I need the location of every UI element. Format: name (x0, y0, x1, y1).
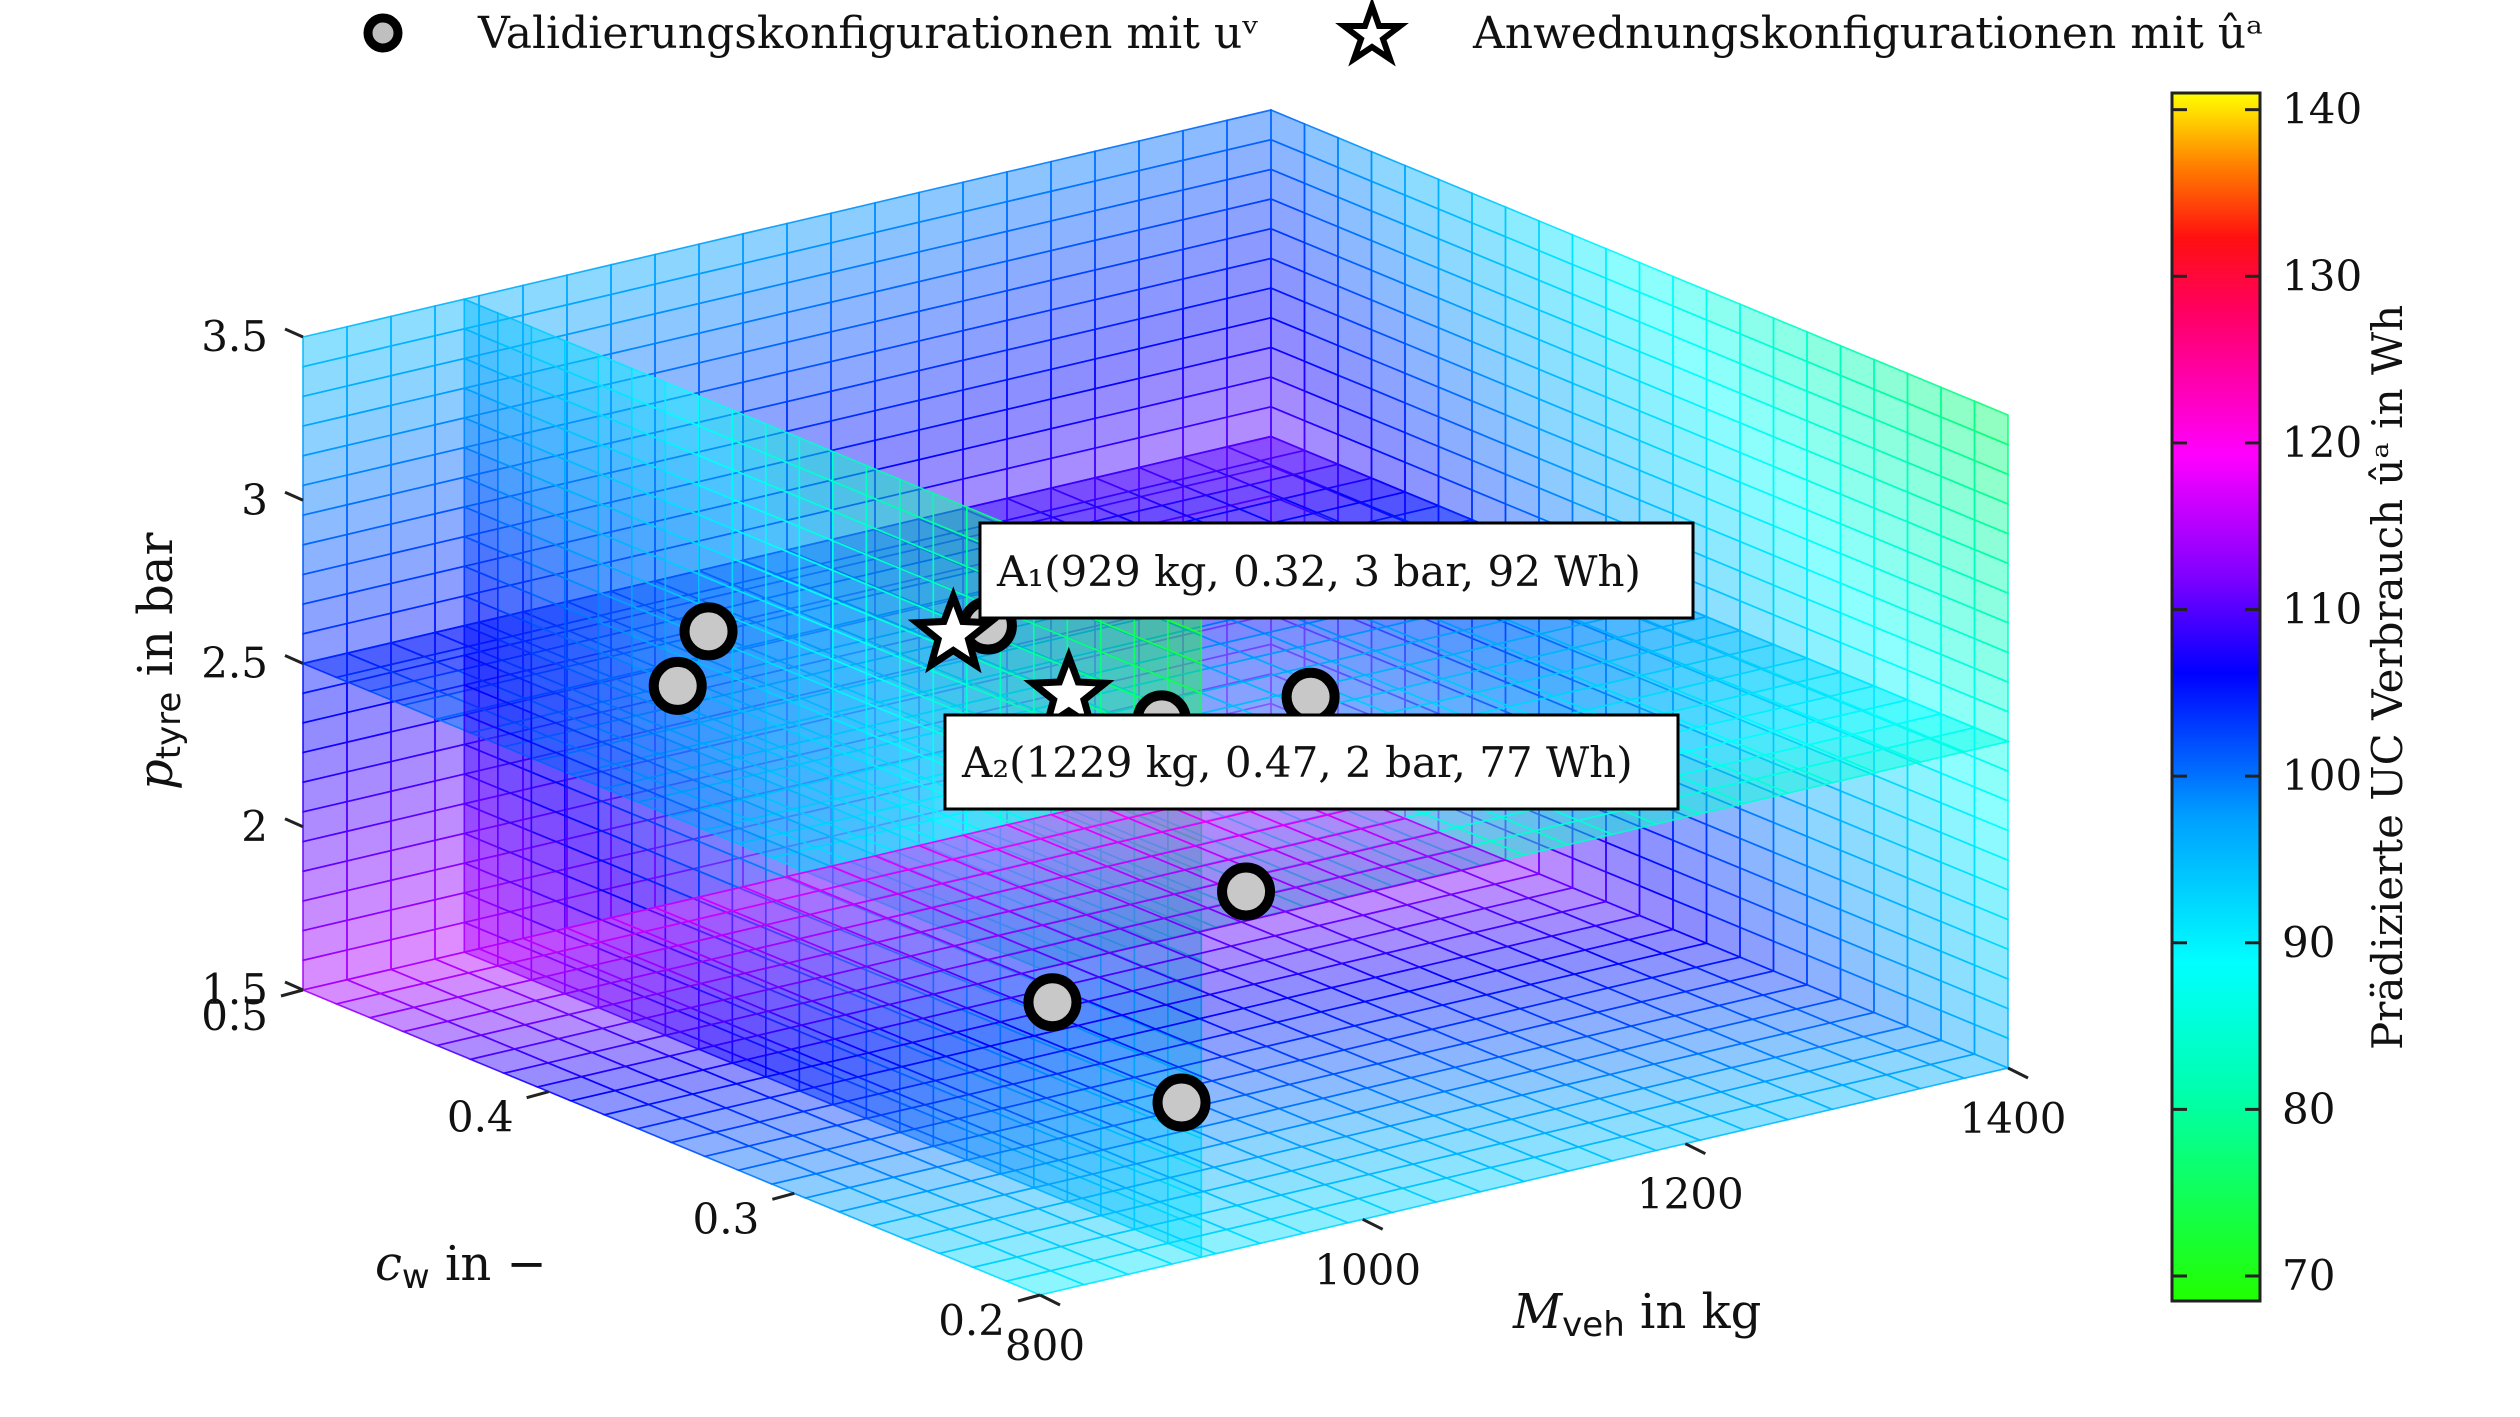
legend-star-marker (1335, 0, 1409, 67)
legend-entry-application: Anwednungskonfigurationen mit ûᵃ (1472, 8, 2263, 59)
z-axis-label: ptyre in bar (128, 533, 189, 790)
x-tick-mark (1361, 1217, 1384, 1231)
colorbar-tick-label: 140 (2282, 85, 2362, 134)
z-tick-label: 2.5 (201, 639, 268, 688)
y-tick-mark (771, 1191, 795, 1201)
x-tick-label: 800 (1005, 1321, 1085, 1370)
x-tick-label: 1000 (1314, 1245, 1421, 1294)
slice-cell (1270, 108, 1306, 155)
z-tick-label: 3 (241, 475, 268, 524)
y-tick-label: 0.2 (938, 1296, 1005, 1345)
colorbar: 70 80 90 100 110 120 130 140 Prädizierte UC Ver… (2170, 85, 2412, 1303)
validation-point (1023, 973, 1082, 1032)
colorbar-tick-label: 130 (2282, 251, 2362, 300)
x-tick-mark (1684, 1142, 1707, 1156)
validation-point (648, 656, 707, 715)
x-tick-label: 1200 (1637, 1170, 1744, 1219)
colorbar-gradient (2170, 91, 2262, 1303)
z-tick-label: 2 (241, 802, 268, 851)
z-tick-mark (284, 817, 304, 829)
z-tick-mark (284, 327, 304, 339)
y-axis-label: cw in − (375, 1236, 547, 1297)
z-tick-mark (284, 654, 304, 665)
colorbar-tick-label: 110 (2282, 585, 2362, 634)
annotation-a1-text: A₁(929 kg, 0.32, 3 bar, 92 Wh) (996, 547, 1641, 596)
y-tick-label: 0.3 (693, 1194, 760, 1243)
colorbar-tick-label: 70 (2282, 1251, 2335, 1300)
y-tick-mark (1017, 1293, 1041, 1303)
y-tick-mark (280, 988, 304, 998)
x-tick-mark (2007, 1066, 2029, 1080)
annotation-a2-text: A₂(1229 kg, 0.47, 2 bar, 77 Wh) (961, 738, 1633, 787)
legend-entry-validation: Validierungskonfigurationen mit uᵛ (477, 8, 1259, 59)
y-tick-mark (526, 1090, 550, 1100)
colorbar-tick-label: 90 (2282, 918, 2335, 967)
validation-point (679, 602, 738, 661)
colorbar-label: Prädizierte UC Verbrauch ûᵃ in Wh (2363, 305, 2412, 1050)
z-tick-label: 1.5 (201, 965, 268, 1014)
colorbar-tick-label: 120 (2282, 418, 2362, 467)
annotation-a1: A₁(929 kg, 0.32, 3 bar, 92 Wh) (978, 521, 1695, 620)
validation-point (1217, 862, 1276, 921)
legend-circle-marker (363, 13, 403, 53)
colorbar-tick-label: 100 (2282, 751, 2362, 800)
validation-point (1152, 1073, 1211, 1132)
x-tick-label: 1400 (1960, 1094, 2067, 1143)
z-tick-mark (284, 980, 304, 992)
y-tick-label: 0.4 (447, 1093, 514, 1142)
x-tick-mark (1039, 1293, 1061, 1307)
z-tick-mark (284, 490, 304, 502)
colorbar-tick-label: 80 (2282, 1084, 2335, 1133)
x-axis-label: Mveh in kg (1512, 1284, 1761, 1345)
annotation-a2: A₂(1229 kg, 0.47, 2 bar, 77 Wh) (943, 713, 1680, 811)
z-tick-label: 3.5 (201, 312, 268, 361)
legend: Validierungskonfigurationen mit uᵛ Anwed… (363, 0, 2263, 67)
